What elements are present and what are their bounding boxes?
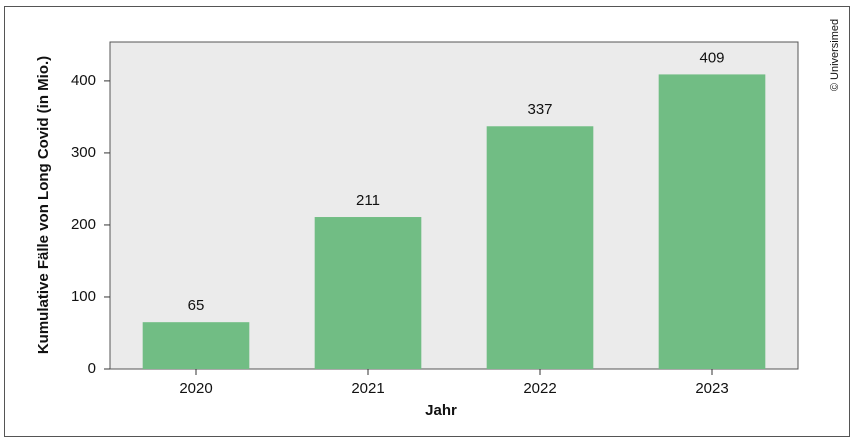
bar xyxy=(486,126,594,369)
y-axis-label: Kumulative Fälle von Long Covid (in Mio.… xyxy=(35,56,52,354)
credit: © Universimed xyxy=(829,19,841,91)
data-label: 409 xyxy=(699,49,724,66)
y-tick-label: 400 xyxy=(71,72,96,89)
y-tick-label: 300 xyxy=(71,144,96,161)
data-label: 337 xyxy=(527,101,552,118)
bar xyxy=(314,217,422,369)
x-tick-label: 2022 xyxy=(523,380,556,397)
bar xyxy=(142,322,250,369)
x-axis-label: Jahr xyxy=(425,402,457,419)
x-tick-label: 2020 xyxy=(179,380,212,397)
y-tick-label: 200 xyxy=(71,216,96,233)
y-tick-label: 0 xyxy=(88,360,96,377)
data-label: 211 xyxy=(356,192,380,209)
bar xyxy=(658,74,766,369)
y-tick-label: 100 xyxy=(71,288,96,305)
x-tick-label: 2023 xyxy=(695,380,728,397)
x-tick-label: 2021 xyxy=(351,380,384,397)
data-label: 65 xyxy=(188,297,205,314)
